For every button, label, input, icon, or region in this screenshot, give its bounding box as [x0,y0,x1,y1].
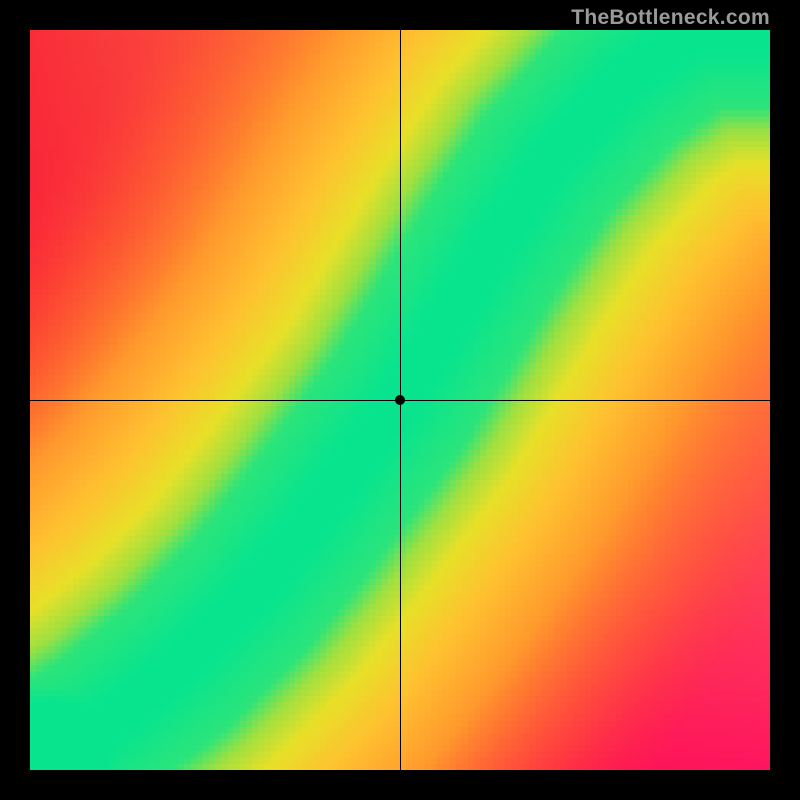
marker-point [395,395,405,405]
watermark-text: TheBottleneck.com [571,6,770,30]
heatmap-plot [30,30,770,770]
